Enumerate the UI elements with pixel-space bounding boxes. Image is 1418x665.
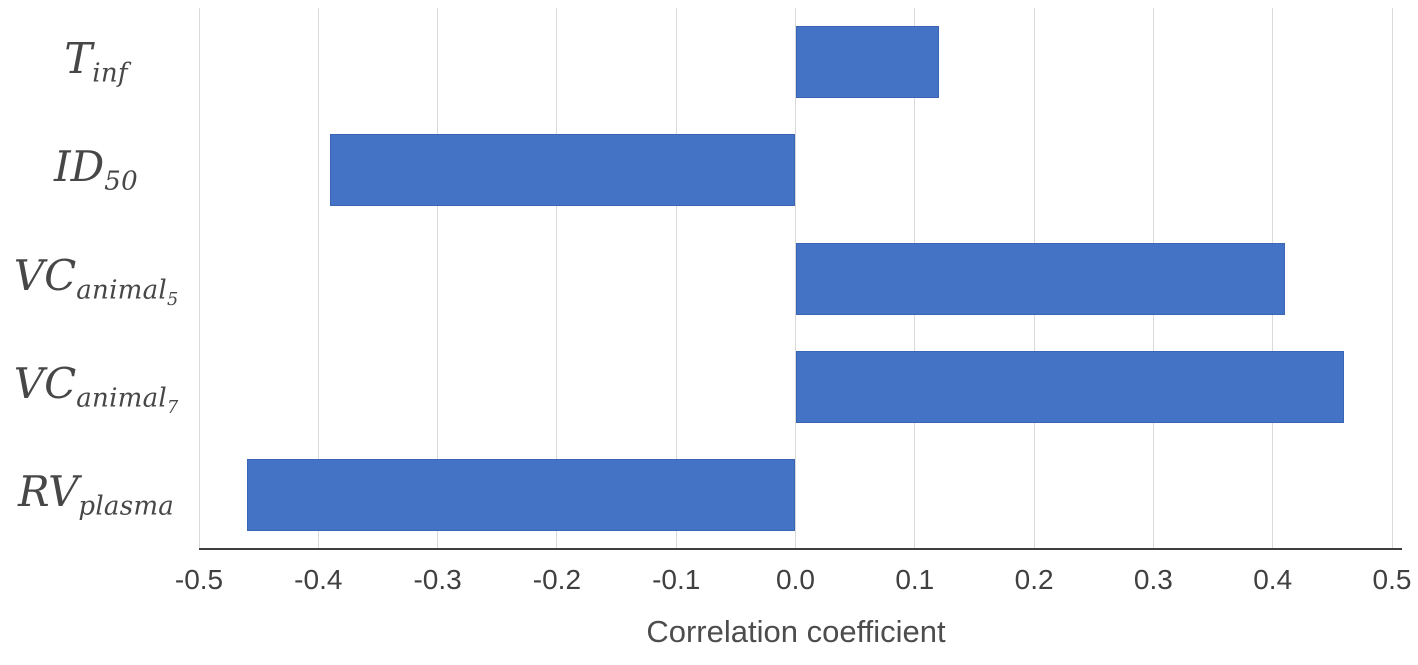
bar-T_inf [795, 26, 939, 99]
bar-VC_animal_7 [795, 350, 1345, 423]
bar-RV_plasma [246, 458, 796, 531]
x-tick-label-0.3: 0.3 [1133, 564, 1173, 595]
category-label-VC_animal_5: VCanimal5 [13, 250, 179, 310]
category-label-T_inf: Tinf [64, 34, 128, 89]
x-tick-label--0.4: -0.4 [294, 564, 343, 595]
x-tick-label--0.2: -0.2 [532, 564, 582, 595]
gridline--0.5 [198, 8, 200, 549]
x-tick-label-0.4: 0.4 [1253, 564, 1293, 595]
category-label-ID_50: ID50 [54, 142, 138, 197]
gridline--0.1 [675, 8, 677, 549]
gridline--0.4 [317, 8, 319, 549]
x-tick-label--0.5: -0.5 [174, 564, 224, 595]
x-tick-label--0.3: -0.3 [413, 564, 462, 595]
x-tick-label-0.1: 0.1 [895, 564, 935, 595]
x-tick-label-0.5: 0.5 [1372, 564, 1412, 595]
gridline--0.2 [556, 8, 558, 549]
x-axis-line [199, 548, 1402, 550]
gridline-0.5 [1391, 8, 1393, 549]
bar-VC_animal_5 [795, 242, 1285, 315]
category-label-RV_plasma: RVplasma [17, 466, 175, 522]
gridline--0.3 [437, 8, 439, 549]
bar-ID_50 [330, 134, 796, 207]
category-label-VC_animal_7: VCanimal7 [13, 358, 179, 418]
x-axis-title: Correlation coefficient [646, 614, 946, 649]
x-tick-label-0.2: 0.2 [1014, 564, 1054, 595]
x-tick-label-0.0: 0.0 [776, 564, 815, 595]
x-tick-label--0.1: -0.1 [652, 564, 701, 595]
